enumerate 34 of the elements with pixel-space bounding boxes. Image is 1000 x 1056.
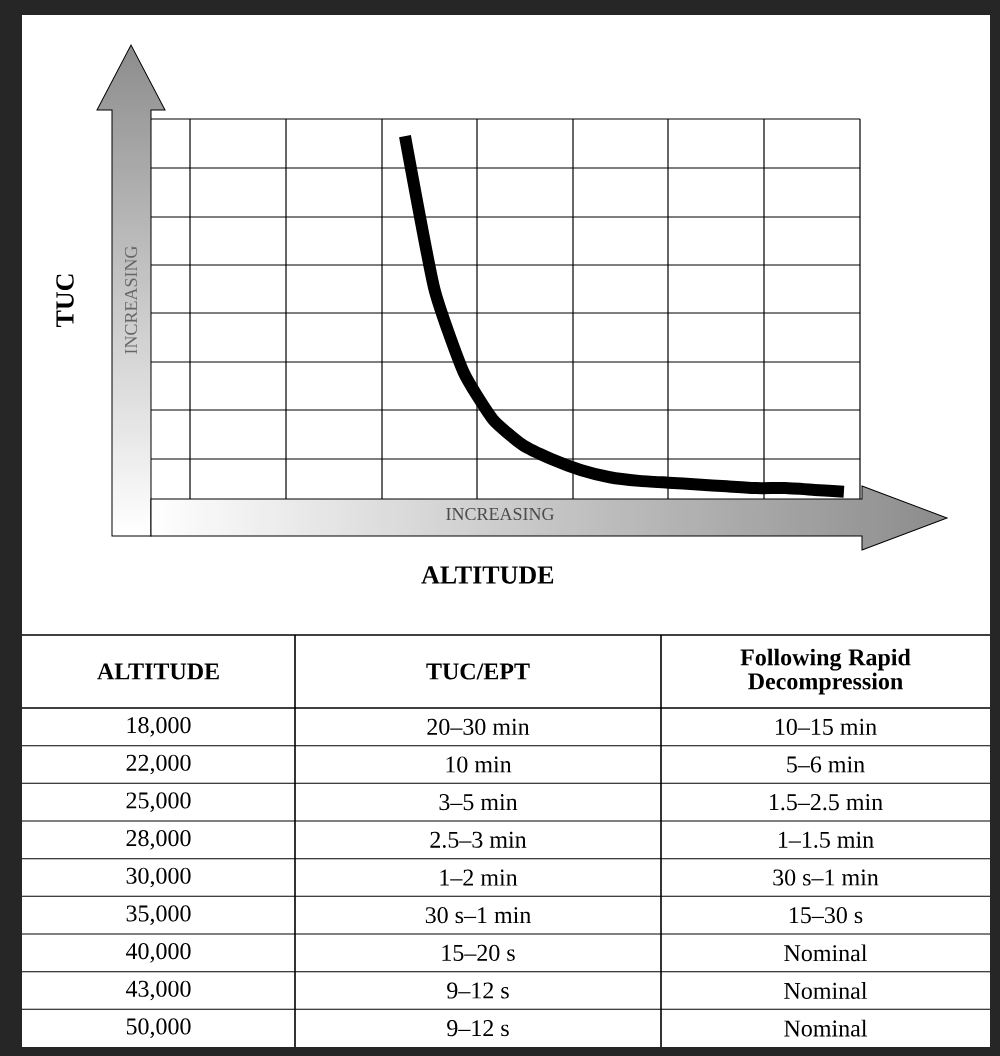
text: 3–5 min xyxy=(439,794,518,811)
text: 2.5–3 min xyxy=(430,831,527,848)
text: 43,000 xyxy=(125,980,191,1001)
text: 25,000 xyxy=(126,792,191,813)
text: 15–30 s xyxy=(789,907,863,924)
text: 10–15 min xyxy=(775,718,877,735)
text: 30 s–1 min xyxy=(773,869,879,886)
text: 50,000 xyxy=(126,1018,191,1039)
text: 1.5–2.5 min xyxy=(769,794,883,811)
text: 5–6 min xyxy=(787,756,865,773)
text: 22,000 xyxy=(126,754,191,775)
text: TUC/EPT xyxy=(426,663,530,680)
text: 9–12 s xyxy=(447,1020,509,1037)
text: Nominal xyxy=(784,944,868,962)
text: 1–2 min xyxy=(440,869,518,886)
text: 40,000 xyxy=(125,943,191,963)
text: INCREASING xyxy=(124,246,138,354)
text: 18,000 xyxy=(127,717,191,737)
text: Nominal xyxy=(784,1019,868,1037)
text: 10 min xyxy=(446,756,512,773)
text: ALTITUDE xyxy=(97,663,219,680)
text: TUC xyxy=(56,274,74,328)
text: INCREASING xyxy=(446,507,554,521)
text: 30 s–1 min xyxy=(425,907,531,924)
text: 15–20 s xyxy=(442,944,515,961)
text: 28,000 xyxy=(126,830,191,850)
text: Following Rapid Decompression xyxy=(740,648,911,695)
text: 1–1.5 min xyxy=(778,831,874,848)
text: 35,000 xyxy=(126,905,191,926)
text: 9–12 s xyxy=(447,982,509,999)
text: Nominal xyxy=(784,982,868,999)
x-axis-title: ALTITUDE xyxy=(421,566,554,584)
text: 30,000 xyxy=(126,867,191,888)
text: 20–30 min xyxy=(427,718,530,735)
